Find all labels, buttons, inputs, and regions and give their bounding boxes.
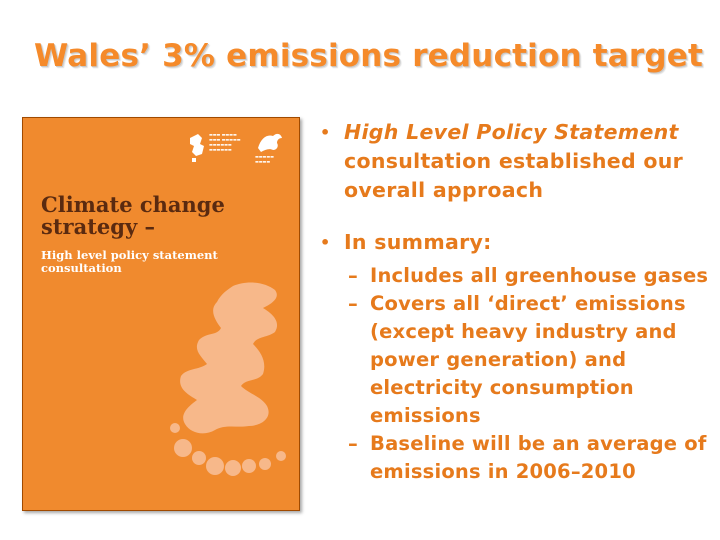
sub-bullet-item: – Includes all greenhouse gases [316,262,716,290]
sub-bullet-line: Includes all greenhouse gases [370,264,709,287]
dash-icon: – [348,432,358,455]
cover-title-line2: strategy – [41,214,155,239]
welsh-assembly-logo-icon [190,134,204,162]
cover-subtitle-line2: consultation [41,261,122,275]
bullet-italic-text: High Level Policy Statement [344,120,679,144]
report-cover-image: ▬▬▬ ▬▬▬▬ ▬▬▬ ▬▬▬▬▬ ▬▬▬▬▬▬ ▬▬▬▬▬▬ ▬▬▬▬▬ ▬▬▬▬ … [22,117,300,511]
sub-bullet-list: – Includes all greenhouse gases – Covers… [316,262,716,486]
cover-title-line1: Climate change [41,192,225,217]
cover-title: Climate change strategy – [41,194,225,238]
dash-icon: – [348,292,358,315]
sub-bullet-item: – Baseline will be an average of emissio… [316,430,716,486]
wales-map-icon [170,282,286,476]
sub-bullet-item: – Covers all ‘direct’ emissions (except … [316,290,716,430]
bullet-item: • High Level Policy Statement consultati… [316,118,716,205]
sub-bullet-line: emissions [370,404,481,427]
bullet-dot-icon: • [320,233,331,252]
bullet-text: In summary: [344,230,492,254]
welsh-dragon-icon [258,133,282,152]
bullet-text-line: consultation established our [344,149,684,173]
dash-icon: – [348,264,358,287]
bullet-dot-icon: • [320,123,331,142]
sub-bullet-line: power generation) and [370,348,627,371]
sub-bullet-line: Baseline will be an average of [370,432,707,455]
slide-title: Wales’ 3% emissions reduction target [34,38,704,74]
cover-subtitle-line1: High level policy statement [41,248,218,262]
bullet-item: • In summary: [316,228,716,257]
cover-subtitle: High level policy statement consultation [41,249,218,275]
sub-bullet-line: emissions in 2006–2010 [370,460,636,483]
bullet-list: • High Level Policy Statement consultati… [316,118,716,486]
sub-bullet-line: (except heavy industry and [370,320,677,343]
sub-bullet-line: electricity consumption [370,376,634,399]
bullet-text-line: overall approach [344,178,544,202]
sub-bullet-line: Covers all ‘direct’ emissions [370,292,686,315]
